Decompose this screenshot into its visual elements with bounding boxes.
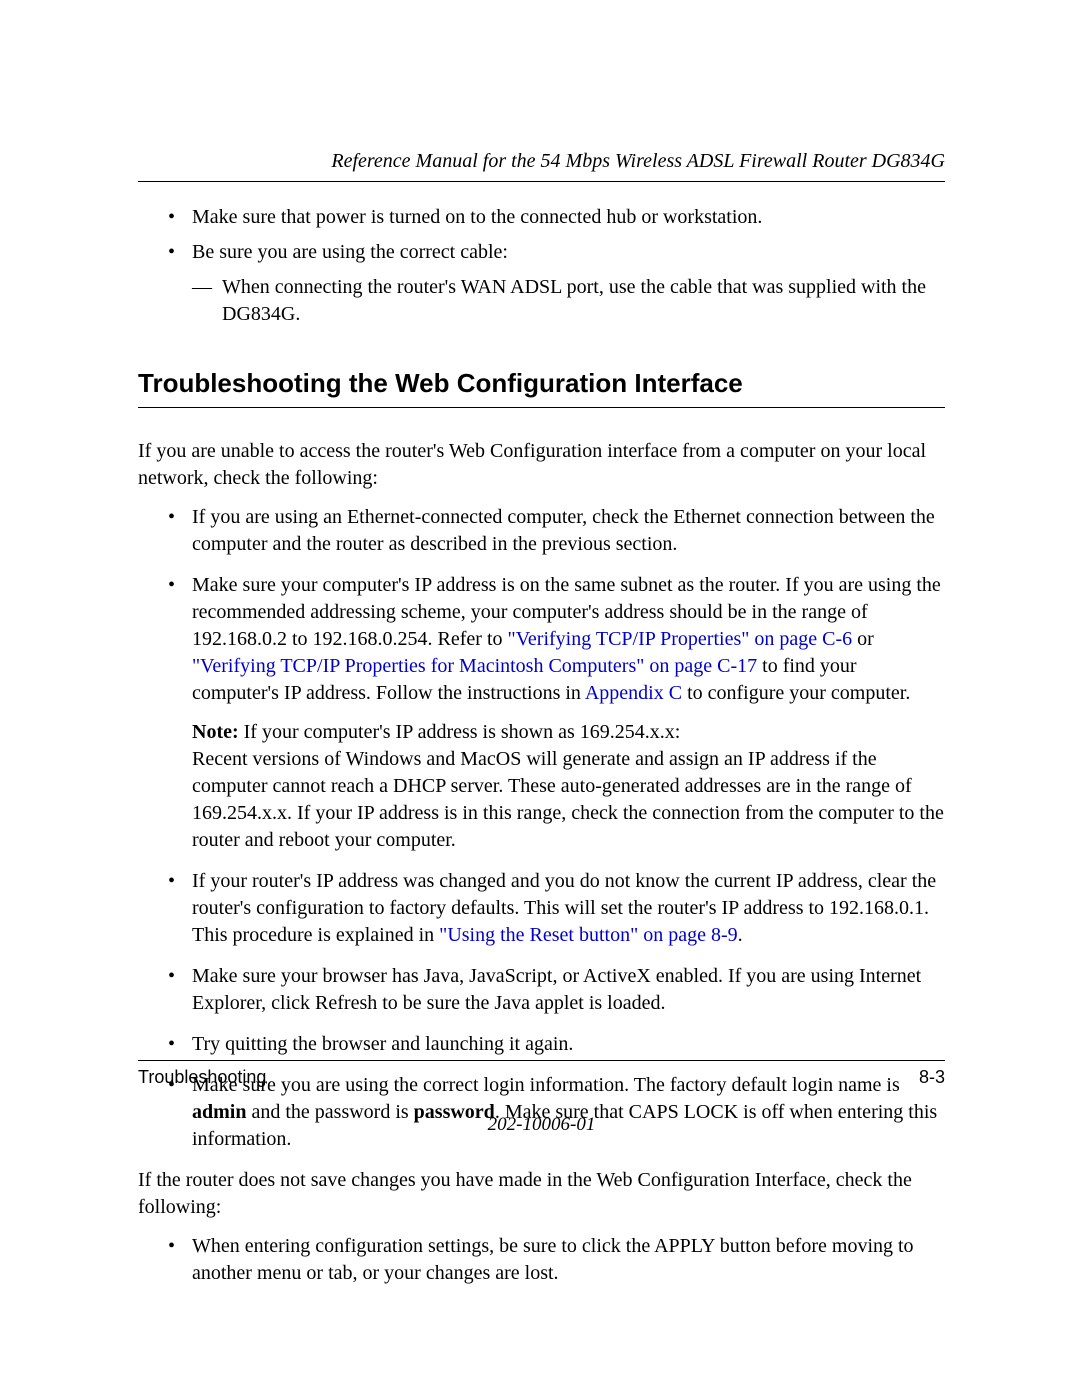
footer-page-number: 8-3: [919, 1067, 945, 1088]
list-item: Make sure that power is turned on to the…: [168, 204, 945, 231]
cross-ref-link[interactable]: "Verifying TCP/IP Properties" on page C-…: [508, 628, 853, 650]
section-heading: Troubleshooting the Web Configuration In…: [138, 368, 945, 399]
cross-ref-link[interactable]: "Verifying TCP/IP Properties for Macinto…: [192, 655, 757, 677]
header-rule: [138, 181, 945, 182]
list-item-text: Be sure you are using the correct cable:: [192, 241, 508, 263]
outro-paragraph: If the router does not save changes you …: [138, 1167, 945, 1221]
footer-section-name: Troubleshooting: [138, 1067, 266, 1088]
cross-ref-link[interactable]: Appendix C: [585, 682, 682, 704]
text-fragment: or: [852, 628, 874, 650]
list-item: Make sure your browser has Java, JavaScr…: [168, 963, 945, 1017]
top-bullet-list: Make sure that power is turned on to the…: [138, 204, 945, 328]
intro-paragraph: If you are unable to access the router's…: [138, 438, 945, 492]
last-bullet-list: When entering configuration settings, be…: [138, 1233, 945, 1287]
list-item: If your router's IP address was changed …: [168, 868, 945, 949]
document-number: 202-10006-01: [138, 1114, 945, 1136]
note-body: Recent versions of Windows and MacOS wil…: [192, 748, 944, 851]
cross-ref-link[interactable]: "Using the Reset button" on page 8-9: [439, 924, 738, 946]
main-bullet-list: If you are using an Ethernet-connected c…: [138, 504, 945, 1153]
list-item: Make sure your computer's IP address is …: [168, 572, 945, 854]
note-line1: If your computer's IP address is shown a…: [239, 721, 681, 743]
sub-list: When connecting the router's WAN ADSL po…: [192, 274, 945, 328]
section-rule: [138, 407, 945, 408]
note-block: Note: If your computer's IP address is s…: [192, 719, 945, 854]
list-item: When entering configuration settings, be…: [168, 1233, 945, 1287]
text-fragment: to configure your computer.: [682, 682, 910, 704]
manual-header: Reference Manual for the 54 Mbps Wireles…: [138, 150, 945, 173]
list-item: Be sure you are using the correct cable:…: [168, 239, 945, 328]
text-fragment: .: [738, 924, 743, 946]
sub-list-item: When connecting the router's WAN ADSL po…: [192, 274, 945, 328]
note-label: Note:: [192, 721, 239, 743]
footer-rule: [138, 1060, 945, 1061]
page-footer: Troubleshooting 8-3 202-10006-01: [138, 1060, 945, 1136]
list-item: If you are using an Ethernet-connected c…: [168, 504, 945, 558]
list-item: Try quitting the browser and launching i…: [168, 1031, 945, 1058]
